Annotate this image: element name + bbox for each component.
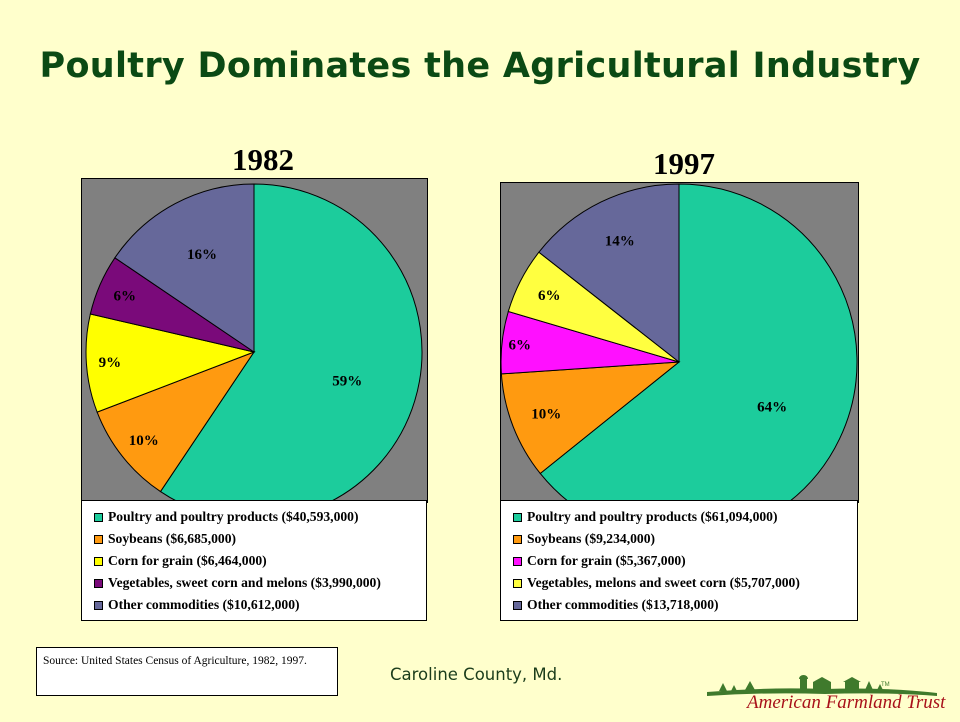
chart-title-1982: 1982	[232, 142, 294, 177]
legend-swatch	[513, 534, 522, 544]
chart-title-1997: 1997	[653, 146, 715, 181]
legend-item-vegetables-melons-and-sweet-corn: Vegetables, melons and sweet corn ($5,70…	[513, 572, 857, 594]
pie-svg-1982: 59% 10% 9% 6% 16%	[85, 183, 423, 502]
data-label-vegetables-melons-and-sweet-corn: 6%	[538, 288, 561, 304]
pie-slice-other-commodities	[114, 183, 255, 353]
data-label-poultry-and-poultry-products: 64%	[757, 400, 787, 416]
legend-swatch	[94, 512, 103, 522]
legend-item-poultry-and-poultry-products: Poultry and poultry products ($61,094,00…	[513, 506, 857, 528]
legend-item-corn-for-grain: Corn for grain ($6,464,000)	[94, 550, 426, 572]
legend-swatch	[513, 556, 522, 566]
legend-item-poultry-and-poultry-products: Poultry and poultry products ($40,593,00…	[94, 506, 426, 528]
data-label-other-commodities: 14%	[605, 233, 635, 249]
legend-label: Other commodities ($10,612,000)	[108, 597, 300, 612]
logo-text: American Farmland Trust	[747, 692, 946, 713]
legend-swatch	[513, 578, 522, 588]
pie-slice-corn-for-grain	[85, 313, 256, 413]
legend-swatch	[94, 556, 103, 566]
source-note: Source: United States Census of Agricult…	[36, 647, 338, 696]
legend-1982: Poultry and poultry products ($40,593,00…	[81, 500, 427, 621]
footer-county: Caroline County, Md.	[390, 665, 563, 684]
pie-slice-poultry-and-poultry-products	[539, 183, 858, 502]
legend-swatch	[94, 578, 103, 588]
legend-label: Poultry and poultry products ($40,593,00…	[108, 509, 359, 524]
pie-slice-other-commodities	[538, 183, 680, 364]
pie-slice-soybeans	[501, 361, 681, 475]
data-label-poultry-and-poultry-products: 59%	[332, 373, 362, 389]
data-label-soybeans: 10%	[531, 407, 561, 423]
trademark-mark: TM	[881, 682, 890, 688]
pie-chart-1997: 64% 10% 6% 6% 14%	[500, 182, 859, 503]
legend-item-other-commodities: Other commodities ($13,718,000)	[513, 594, 857, 616]
legend-swatch	[94, 534, 103, 544]
legend-item-other-commodities: Other commodities ($10,612,000)	[94, 594, 426, 616]
data-label-other-commodities: 16%	[187, 247, 217, 263]
data-label-soybeans: 10%	[129, 433, 159, 449]
legend-swatch	[513, 600, 522, 610]
legend-label: Corn for grain ($6,464,000)	[108, 553, 267, 568]
legend-label: Corn for grain ($5,367,000)	[527, 553, 686, 568]
legend-item-vegetables-sweet-corn-and-melons: Vegetables, sweet corn and melons ($3,99…	[94, 572, 426, 594]
data-label-vegetables-sweet-corn-and-melons: 6%	[113, 289, 136, 305]
legend-item-soybeans: Soybeans ($6,685,000)	[94, 528, 426, 550]
legend-1997: Poultry and poultry products ($61,094,00…	[500, 500, 858, 621]
legend-item-soybeans: Soybeans ($9,234,000)	[513, 528, 857, 550]
data-label-corn-for-grain: 6%	[509, 337, 532, 353]
legend-label: Poultry and poultry products ($61,094,00…	[527, 509, 778, 524]
farm-silhouette-icon: TM	[707, 675, 937, 696]
pie-svg-1997: 64% 10% 6% 6% 14%	[501, 183, 858, 502]
legend-item-corn-for-grain: Corn for grain ($5,367,000)	[513, 550, 857, 572]
legend-label: Other commodities ($13,718,000)	[527, 597, 719, 612]
legend-label: Vegetables, sweet corn and melons ($3,99…	[108, 575, 381, 590]
slide-title: Poultry Dominates the Agricultural Indus…	[39, 46, 921, 86]
legend-swatch	[513, 512, 522, 522]
data-label-corn-for-grain: 9%	[99, 355, 122, 371]
pie-slice-poultry-and-poultry-products	[159, 183, 423, 502]
american-farmland-trust-logo: TM American Farmland Trust	[705, 672, 945, 717]
pie-chart-1982: 59% 10% 9% 6% 16%	[81, 178, 428, 503]
legend-label: Soybeans ($6,685,000)	[108, 531, 237, 546]
legend-label: Vegetables, melons and sweet corn ($5,70…	[527, 575, 800, 590]
legend-label: Soybeans ($9,234,000)	[527, 531, 656, 546]
legend-swatch	[94, 600, 103, 610]
pie-slice-soybeans	[96, 350, 256, 493]
